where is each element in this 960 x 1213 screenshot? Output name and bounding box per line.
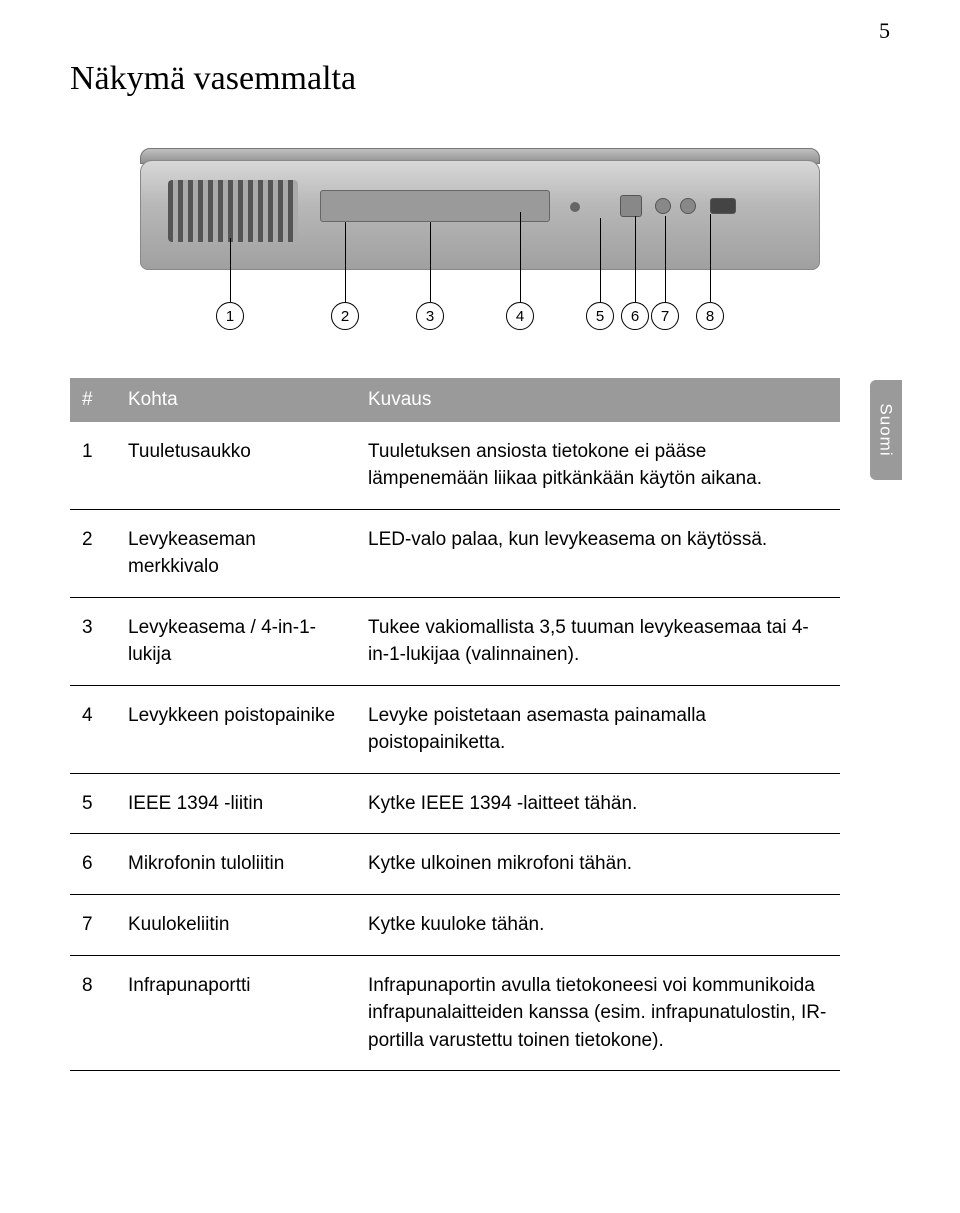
table-row: 6Mikrofonin tuloliitinKytke ulkoinen mik…	[70, 834, 840, 895]
cell-num: 1	[70, 422, 116, 510]
cell-kohta: Tuuletusaukko	[116, 422, 356, 510]
table-row: 1TuuletusaukkoTuuletuksen ansiosta tieto…	[70, 422, 840, 510]
table-header-row: # Kohta Kuvaus	[70, 378, 840, 422]
cell-kohta: Kuulokeliitin	[116, 895, 356, 956]
callout-number: 6	[621, 302, 649, 330]
cell-kuvaus: Tukee vakiomallista 3,5 tuuman levykease…	[356, 597, 840, 685]
cell-num: 4	[70, 685, 116, 773]
callout-line	[710, 214, 711, 302]
laptop-left-view-figure: 1 2 3 4 5678	[140, 140, 840, 330]
cell-kohta: Levykkeen poistopainike	[116, 685, 356, 773]
callout-number: 5	[586, 302, 614, 330]
table-row: 2Levykeaseman merkkivaloLED-valo palaa, …	[70, 509, 840, 597]
cell-kohta: Levykeasema / 4-in-1-lukija	[116, 597, 356, 685]
cell-kuvaus: Tuuletuksen ansiosta tietokone ei pääse …	[356, 422, 840, 510]
cell-num: 7	[70, 895, 116, 956]
callout-line	[430, 222, 431, 302]
callout-number: 4	[506, 302, 534, 330]
cell-kohta: Infrapunaportti	[116, 955, 356, 1071]
table-row: 4Levykkeen poistopainikeLevyke poistetaa…	[70, 685, 840, 773]
ieee1394-port-icon	[620, 195, 642, 217]
header-num: #	[70, 378, 116, 422]
header-kohta: Kohta	[116, 378, 356, 422]
callout-line	[665, 216, 666, 302]
cell-num: 5	[70, 773, 116, 834]
drive-slot	[320, 190, 550, 222]
callout-line	[635, 216, 636, 302]
cell-num: 8	[70, 955, 116, 1071]
ir-port-icon	[710, 198, 736, 214]
cell-kuvaus: Kytke ulkoinen mikrofoni tähän.	[356, 834, 840, 895]
mic-jack-icon	[655, 198, 671, 214]
cell-kohta: IEEE 1394 -liitin	[116, 773, 356, 834]
headphone-jack-icon	[680, 198, 696, 214]
language-tab-label: Suomi	[876, 403, 896, 456]
table-row: 7KuulokeliitinKytke kuuloke tähän.	[70, 895, 840, 956]
header-kuvaus: Kuvaus	[356, 378, 840, 422]
callout-number: 7	[651, 302, 679, 330]
callout-line	[520, 212, 521, 302]
cell-num: 3	[70, 597, 116, 685]
cell-num: 2	[70, 509, 116, 597]
eject-button-dot	[570, 202, 580, 212]
cell-kuvaus: Kytke IEEE 1394 -laitteet tähän.	[356, 773, 840, 834]
callout-line	[345, 222, 346, 302]
table-row: 5IEEE 1394 -liitinKytke IEEE 1394 -laitt…	[70, 773, 840, 834]
callout-number: 1	[216, 302, 244, 330]
cell-kuvaus: Infrapunaportin avulla tietokoneesi voi …	[356, 955, 840, 1071]
page-number: 5	[879, 18, 890, 44]
cell-kuvaus: Kytke kuuloke tähän.	[356, 895, 840, 956]
page-title: Näkymä vasemmalta	[70, 60, 356, 98]
cell-kohta: Mikrofonin tuloliitin	[116, 834, 356, 895]
table-row: 3Levykeasema / 4-in-1-lukijaTukee vakiom…	[70, 597, 840, 685]
cell-kohta: Levykeaseman merkkivalo	[116, 509, 356, 597]
callout-line	[230, 238, 231, 302]
callout-line	[600, 218, 601, 302]
callout-number: 8	[696, 302, 724, 330]
callout-number: 2	[331, 302, 359, 330]
cell-num: 6	[70, 834, 116, 895]
ports-table: # Kohta Kuvaus 1TuuletusaukkoTuuletuksen…	[70, 378, 840, 1071]
language-tab: Suomi	[870, 380, 902, 480]
vent-grille	[168, 180, 298, 242]
cell-kuvaus: Levyke poistetaan asemasta painamalla po…	[356, 685, 840, 773]
table-row: 8InfrapunaporttiInfrapunaportin avulla t…	[70, 955, 840, 1071]
callout-number: 3	[416, 302, 444, 330]
cell-kuvaus: LED-valo palaa, kun levykeasema on käytö…	[356, 509, 840, 597]
